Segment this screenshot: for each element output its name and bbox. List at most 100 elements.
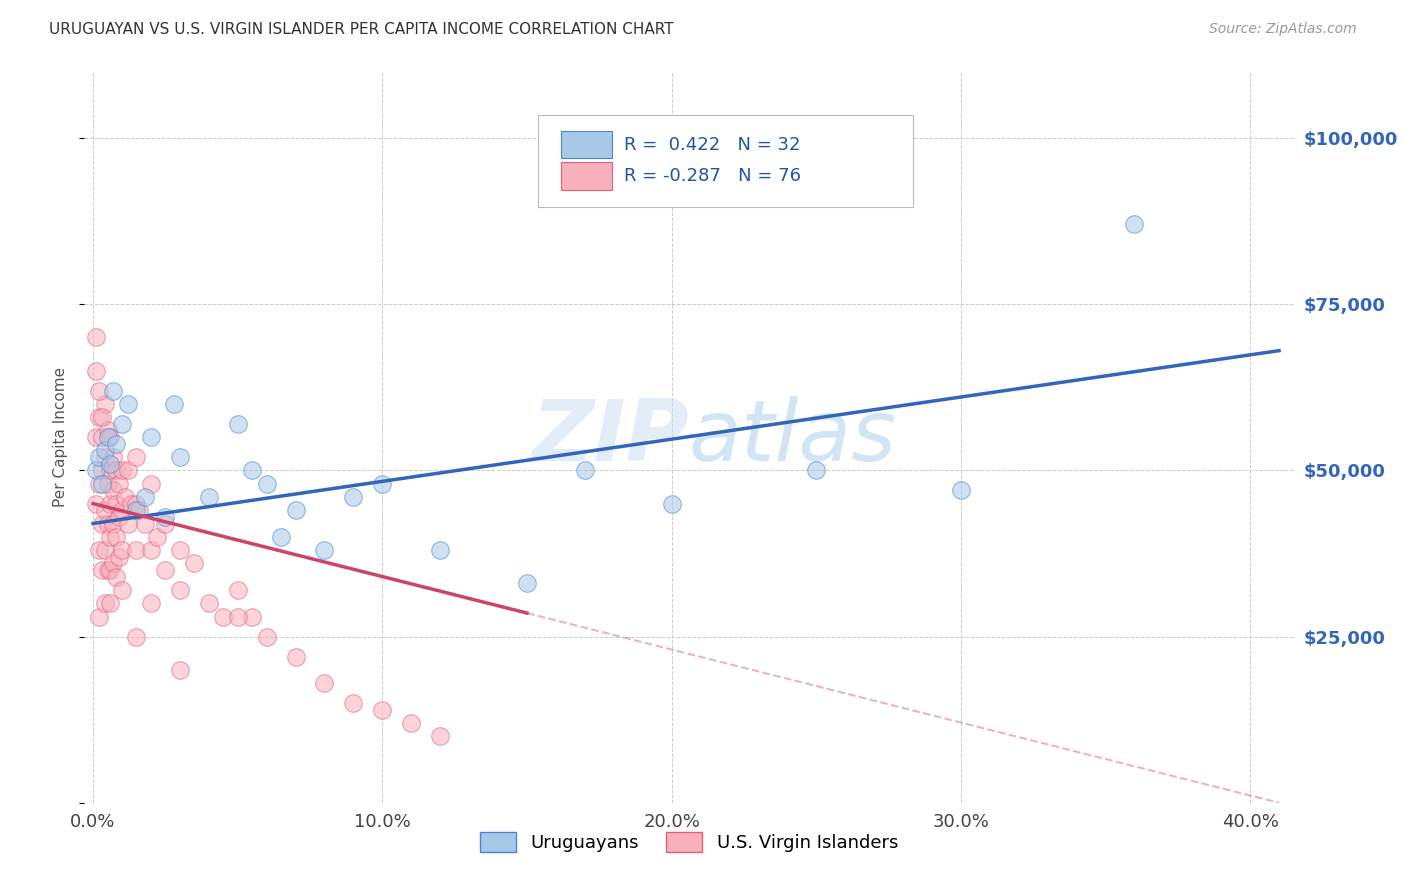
Point bbox=[155, 516, 177, 531]
Point bbox=[117, 397, 139, 411]
Point bbox=[169, 450, 191, 464]
Point bbox=[125, 503, 148, 517]
Point bbox=[155, 509, 177, 524]
Point bbox=[183, 557, 205, 571]
Point bbox=[105, 497, 128, 511]
Point bbox=[125, 630, 148, 644]
Point bbox=[96, 430, 118, 444]
Text: R = -0.287   N = 76: R = -0.287 N = 76 bbox=[624, 167, 800, 185]
Point bbox=[103, 516, 125, 531]
Point bbox=[105, 436, 128, 450]
Point bbox=[399, 716, 422, 731]
Text: R =  0.422   N = 32: R = 0.422 N = 32 bbox=[624, 136, 800, 153]
Bar bbox=[561, 130, 612, 159]
Y-axis label: Per Capita Income: Per Capita Income bbox=[52, 367, 67, 508]
Point bbox=[139, 476, 162, 491]
Point bbox=[87, 410, 110, 425]
Point bbox=[100, 596, 122, 610]
Point bbox=[87, 543, 110, 558]
Point bbox=[111, 582, 134, 597]
Point bbox=[103, 384, 125, 398]
Point bbox=[342, 696, 364, 710]
Point bbox=[128, 503, 150, 517]
Point bbox=[90, 563, 112, 577]
Point bbox=[117, 516, 139, 531]
Point bbox=[96, 563, 118, 577]
Point bbox=[84, 497, 107, 511]
Point bbox=[197, 490, 219, 504]
Point bbox=[87, 384, 110, 398]
Point bbox=[100, 530, 122, 544]
Point bbox=[93, 443, 115, 458]
Bar bbox=[561, 162, 612, 190]
Point bbox=[226, 582, 249, 597]
Point bbox=[256, 476, 278, 491]
Point bbox=[111, 417, 134, 431]
Point bbox=[100, 430, 122, 444]
Point bbox=[84, 363, 107, 377]
Point bbox=[125, 497, 148, 511]
Point bbox=[169, 582, 191, 597]
Point bbox=[100, 563, 122, 577]
Point bbox=[145, 530, 167, 544]
Point bbox=[84, 463, 107, 477]
Point bbox=[806, 463, 828, 477]
Point bbox=[134, 516, 156, 531]
Point bbox=[226, 417, 249, 431]
Point bbox=[111, 543, 134, 558]
Text: Source: ZipAtlas.com: Source: ZipAtlas.com bbox=[1209, 22, 1357, 37]
Point bbox=[270, 530, 292, 544]
Point bbox=[111, 463, 134, 477]
Point bbox=[100, 457, 122, 471]
Point bbox=[87, 450, 110, 464]
Point bbox=[117, 463, 139, 477]
Point bbox=[111, 503, 134, 517]
Point bbox=[429, 543, 451, 558]
Point bbox=[284, 649, 307, 664]
FancyBboxPatch shape bbox=[538, 115, 912, 207]
Point bbox=[103, 483, 125, 498]
Point bbox=[100, 463, 122, 477]
Point bbox=[90, 430, 112, 444]
Point bbox=[93, 503, 115, 517]
Point bbox=[949, 483, 972, 498]
Point bbox=[155, 563, 177, 577]
Point bbox=[90, 476, 112, 491]
Point bbox=[125, 450, 148, 464]
Point bbox=[371, 476, 394, 491]
Point bbox=[125, 543, 148, 558]
Point bbox=[87, 476, 110, 491]
Point bbox=[105, 570, 128, 584]
Point bbox=[314, 676, 336, 690]
Point bbox=[90, 463, 112, 477]
Text: ZIP: ZIP bbox=[531, 395, 689, 479]
Point bbox=[574, 463, 596, 477]
Point bbox=[169, 543, 191, 558]
Point bbox=[103, 557, 125, 571]
Point bbox=[139, 430, 162, 444]
Point bbox=[84, 330, 107, 344]
Point bbox=[96, 516, 118, 531]
Point bbox=[256, 630, 278, 644]
Point bbox=[108, 476, 131, 491]
Point bbox=[516, 576, 538, 591]
Point bbox=[284, 503, 307, 517]
Point bbox=[314, 543, 336, 558]
Point bbox=[96, 476, 118, 491]
Point bbox=[342, 490, 364, 504]
Point bbox=[93, 596, 115, 610]
Text: atlas: atlas bbox=[689, 395, 897, 479]
Point bbox=[371, 703, 394, 717]
Point bbox=[163, 397, 186, 411]
Point bbox=[108, 509, 131, 524]
Text: URUGUAYAN VS U.S. VIRGIN ISLANDER PER CAPITA INCOME CORRELATION CHART: URUGUAYAN VS U.S. VIRGIN ISLANDER PER CA… bbox=[49, 22, 673, 37]
Point bbox=[139, 596, 162, 610]
Point bbox=[103, 450, 125, 464]
Point bbox=[93, 450, 115, 464]
Point bbox=[139, 543, 162, 558]
Legend: Uruguayans, U.S. Virgin Islanders: Uruguayans, U.S. Virgin Islanders bbox=[472, 824, 905, 860]
Point bbox=[90, 516, 112, 531]
Point bbox=[197, 596, 219, 610]
Point bbox=[240, 463, 263, 477]
Point bbox=[134, 490, 156, 504]
